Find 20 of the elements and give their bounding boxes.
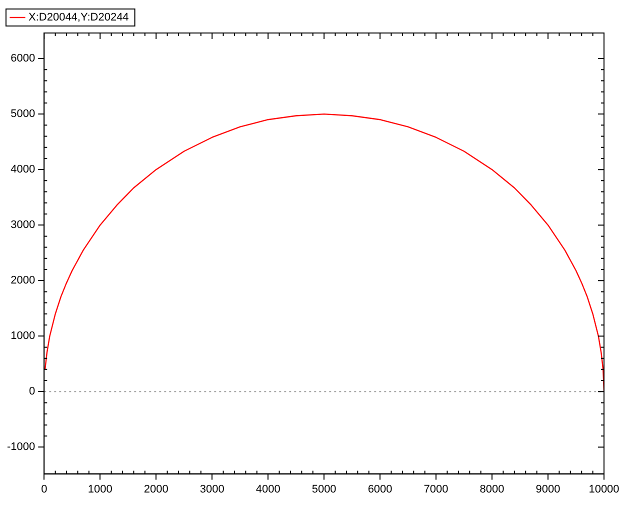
x-tick-label: 2000	[144, 483, 168, 496]
legend-label: X:D20044,Y:D20244	[28, 12, 129, 24]
y-tick-label: 6000	[10, 52, 36, 65]
y-tick-label: 4000	[10, 164, 36, 176]
x-tick-label: 5000	[312, 483, 336, 496]
y-tick-label: 2000	[10, 274, 36, 287]
x-tick-label: 9000	[536, 483, 560, 496]
y-tick-label: 0	[29, 386, 36, 398]
x-tick-label: 8000	[480, 483, 504, 496]
x-tick-label: 4000	[256, 483, 280, 496]
x-tick-label: 10000	[588, 483, 620, 496]
y-tick-label: 1000	[10, 330, 36, 342]
y-tick-label: 5000	[10, 108, 36, 120]
x-tick-label: 0	[41, 483, 48, 496]
y-tick-label: -1000	[6, 441, 36, 454]
x-tick-label: 6000	[368, 483, 392, 496]
x-tick-label: 7000	[424, 483, 448, 496]
x-tick-label: 1000	[88, 483, 112, 496]
y-tick-label: 3000	[10, 219, 36, 232]
x-tick-label: 3000	[200, 483, 224, 496]
